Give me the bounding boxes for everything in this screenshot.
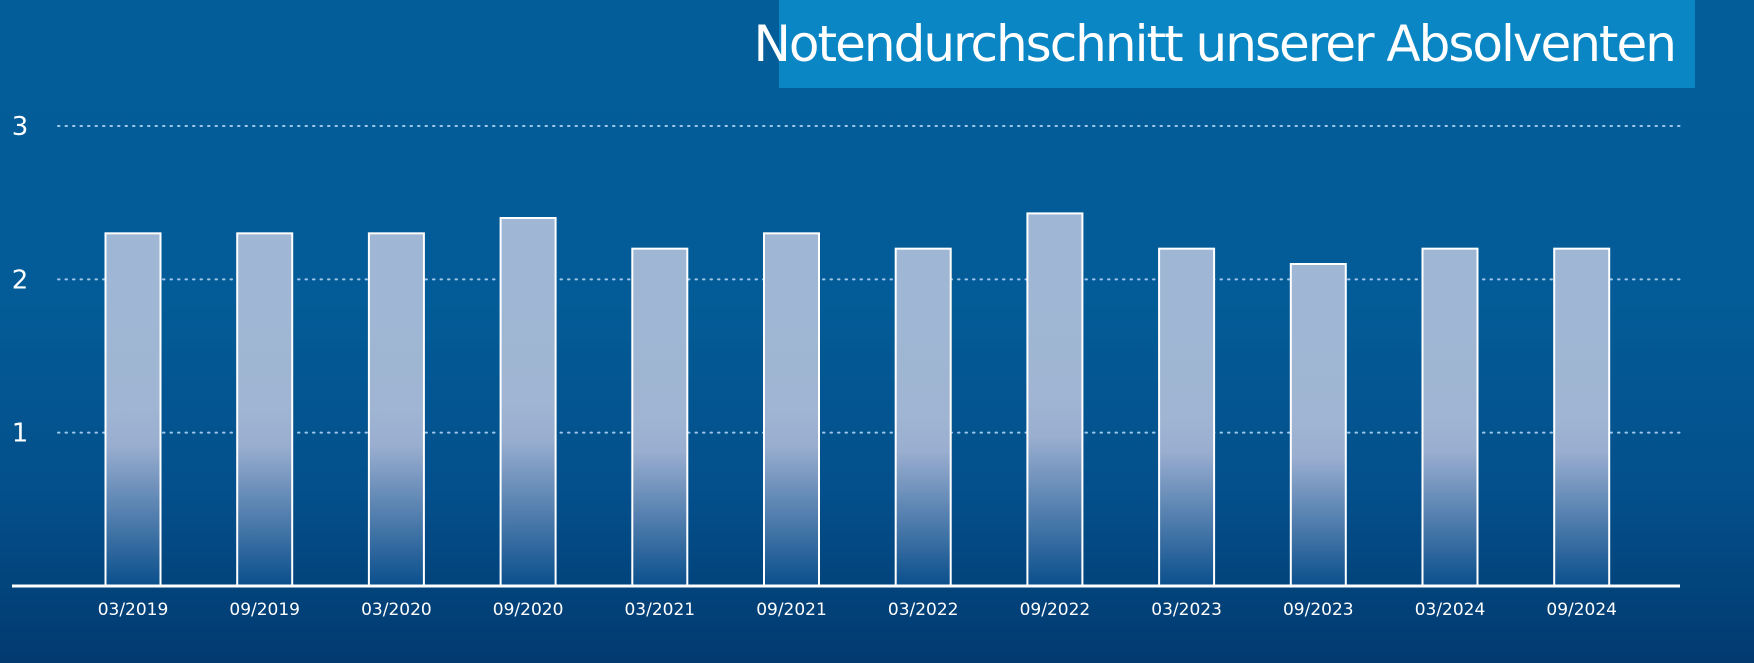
x-tick-label: 09/2021 — [756, 600, 827, 620]
bars — [104, 212, 1611, 588]
chart-title-box: Notendurchschnitt unserer Absolventen — [754, 0, 1695, 88]
y-axis-ticks: 1 2 3 — [12, 112, 29, 449]
y-tick-label: 1 — [12, 419, 29, 449]
x-tick-label: 09/2023 — [1283, 600, 1354, 620]
bar-03-2023 — [1158, 247, 1216, 588]
bar-03-2022 — [894, 247, 952, 588]
x-tick-label: 09/2020 — [493, 600, 564, 620]
x-tick-label: 09/2019 — [229, 600, 300, 620]
bar-09-2020 — [499, 217, 557, 587]
bar-03-2021 — [631, 247, 689, 588]
x-tick-label: 09/2024 — [1546, 600, 1617, 620]
bar-09-2024 — [1553, 247, 1611, 588]
bar-09-2019 — [236, 232, 294, 587]
x-tick-label: 03/2024 — [1415, 600, 1486, 620]
grid-lines — [57, 125, 1681, 434]
x-tick-label: 03/2020 — [361, 600, 432, 620]
x-tick-label: 03/2023 — [1151, 600, 1222, 620]
bar-09-2022 — [1026, 212, 1084, 587]
bar-09-2023 — [1289, 263, 1347, 587]
y-tick-label: 2 — [12, 265, 29, 295]
bar-03-2019 — [104, 232, 162, 587]
y-tick-label: 3 — [12, 112, 29, 142]
bar-03-2020 — [367, 232, 425, 587]
x-tick-label: 03/2022 — [888, 600, 959, 620]
bar-09-2021 — [763, 232, 820, 587]
x-tick-label: 03/2019 — [98, 600, 169, 620]
chart-title: Notendurchschnitt unserer Absolventen — [753, 15, 1677, 73]
x-tick-label: 03/2021 — [624, 600, 695, 620]
x-axis-ticks: 03/2019 09/2019 03/2020 09/2020 03/2021 09/20… — [98, 600, 1617, 620]
x-tick-label: 09/2022 — [1020, 600, 1091, 620]
bar-03-2024 — [1421, 247, 1479, 588]
